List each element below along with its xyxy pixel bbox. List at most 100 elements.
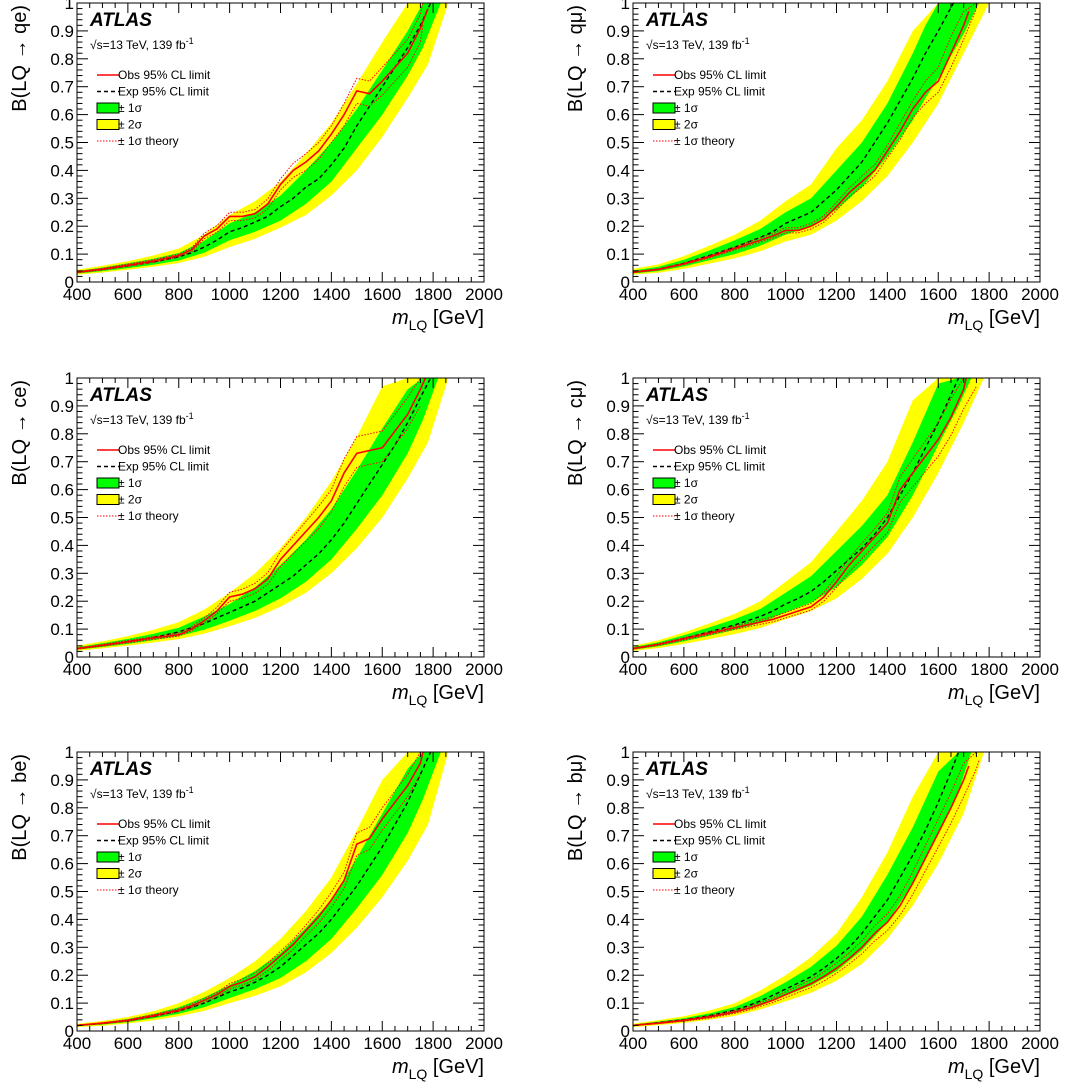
legend-item: Obs 95% CL limit bbox=[97, 68, 211, 82]
y-tick-label: 0.8 bbox=[50, 799, 74, 818]
y-axis-title: B(LQ → ce) bbox=[9, 380, 31, 486]
x-axis-title: mLQ [GeV] bbox=[392, 307, 484, 333]
y-tick-label: 0.6 bbox=[50, 855, 74, 874]
theory-high-line bbox=[77, 752, 421, 1026]
y-tick-label: 0.8 bbox=[606, 425, 630, 444]
x-tick-label: 800 bbox=[721, 1034, 749, 1053]
legend-label: ± 1σ theory bbox=[118, 134, 179, 148]
x-tick-label: 600 bbox=[114, 285, 142, 304]
y-tick-label: 0.8 bbox=[50, 50, 74, 69]
x-tick-label: 600 bbox=[670, 285, 698, 304]
y-tick-label: 0.1 bbox=[50, 994, 74, 1013]
plot-area bbox=[633, 3, 990, 275]
y-tick-label: 0.7 bbox=[606, 827, 630, 846]
x-tick-label: 600 bbox=[670, 1034, 698, 1053]
legend: Obs 95% CL limit Exp 95% CL limit ± 1σ ± 2σ… bbox=[96, 817, 211, 897]
limit-panel-1: 400 600 800 1000 1200 1400 1600 1800 2000 0 0.1 0.2… bbox=[565, 0, 1059, 333]
legend-label: Exp 95% CL limit bbox=[118, 85, 210, 99]
band-1sigma bbox=[77, 752, 441, 1027]
plot-area bbox=[77, 378, 449, 651]
x-tick-label: 1600 bbox=[919, 1034, 957, 1053]
plot-area bbox=[77, 752, 449, 1028]
atlas-label: ATLAS bbox=[645, 385, 708, 406]
y-tick-label: 0.2 bbox=[50, 966, 74, 985]
y-tick-label: 0.4 bbox=[606, 910, 630, 929]
x-tick-label: 400 bbox=[619, 1034, 647, 1053]
y-tick-label: 0 bbox=[621, 1022, 630, 1041]
plot-area bbox=[633, 378, 984, 651]
legend-label: ± 1σ bbox=[118, 101, 143, 115]
legend-label: ± 1σ bbox=[118, 850, 143, 864]
y-tick-label: 1 bbox=[621, 369, 630, 388]
y-tick-label: 1 bbox=[65, 0, 74, 13]
x-tick-label: 1400 bbox=[312, 285, 350, 304]
y-tick-label: 0.7 bbox=[50, 827, 74, 846]
x-tick-label: 1400 bbox=[312, 660, 350, 679]
x-tick-label: 1800 bbox=[414, 1034, 452, 1053]
expected-limit-line bbox=[633, 3, 955, 273]
x-tick-label: 1400 bbox=[868, 285, 906, 304]
legend-swatch-1sigma bbox=[96, 102, 120, 114]
y-tick-label: 0.1 bbox=[50, 620, 74, 639]
y-tick-label: 0.9 bbox=[50, 22, 74, 41]
legend-swatch-2sigma bbox=[652, 868, 676, 879]
y-tick-label: 0.6 bbox=[606, 855, 630, 874]
expected-limit-line bbox=[633, 378, 960, 650]
x-axis-title: mLQ [GeV] bbox=[948, 1056, 1040, 1082]
legend-swatch-2sigma bbox=[96, 494, 120, 505]
x-axis-title: mLQ [GeV] bbox=[948, 682, 1040, 708]
y-tick-label: 0.5 bbox=[50, 509, 74, 528]
plot-area bbox=[633, 752, 984, 1028]
y-tick-label: 0.8 bbox=[606, 50, 630, 69]
limit-panel-2: 400 600 800 1000 1200 1400 1600 1800 2000 0 0.1 0.2… bbox=[9, 369, 503, 708]
legend-item: Obs 95% CL limit bbox=[97, 443, 211, 457]
y-axis-title: B(LQ → qμ) bbox=[565, 5, 587, 112]
legend-swatch-2sigma bbox=[96, 119, 120, 130]
y-tick-label: 0.8 bbox=[606, 799, 630, 818]
energy-lumi-label: √s=13 TeV, 139 fb-1 bbox=[90, 36, 194, 52]
legend-item: ± 1σ theory bbox=[97, 134, 179, 148]
y-tick-label: 0.4 bbox=[606, 161, 630, 180]
legend-item: Obs 95% CL limit bbox=[653, 817, 767, 831]
energy-lumi-label: √s=13 TeV, 139 fb-1 bbox=[646, 785, 750, 801]
legend-label: ± 1σ bbox=[674, 850, 699, 864]
observed-limit-line bbox=[77, 752, 424, 1027]
y-tick-label: 0.6 bbox=[50, 481, 74, 500]
x-tick-label: 600 bbox=[114, 660, 142, 679]
x-tick-label: 1800 bbox=[970, 660, 1008, 679]
energy-lumi-label: √s=13 TeV, 139 fb-1 bbox=[90, 785, 194, 801]
observed-limit-line bbox=[77, 8, 429, 273]
theory-low-line bbox=[77, 25, 424, 274]
x-tick-label: 800 bbox=[721, 285, 749, 304]
axis-ticks bbox=[76, 377, 485, 658]
y-tick-label: 0.1 bbox=[50, 245, 74, 264]
y-tick-label: 0.5 bbox=[606, 134, 630, 153]
x-axis-title: mLQ [GeV] bbox=[948, 307, 1040, 333]
theory-low-line bbox=[633, 8, 977, 274]
legend-label: Obs 95% CL limit bbox=[118, 68, 211, 82]
x-tick-label: 1600 bbox=[363, 660, 401, 679]
x-tick-label: 1800 bbox=[414, 285, 452, 304]
x-tick-label: 2000 bbox=[465, 660, 503, 679]
legend-item: Exp 95% CL limit bbox=[97, 85, 210, 99]
legend-item: Exp 95% CL limit bbox=[653, 834, 766, 848]
legend-label: ± 2σ bbox=[118, 493, 143, 507]
y-tick-label: 0.4 bbox=[50, 161, 74, 180]
x-tick-label: 1400 bbox=[868, 660, 906, 679]
x-tick-label: 1800 bbox=[970, 285, 1008, 304]
x-tick-label: 800 bbox=[165, 285, 193, 304]
legend-label: ± 1σ bbox=[674, 476, 699, 490]
legend-label: ± 1σ theory bbox=[674, 134, 735, 148]
y-tick-label: 0.3 bbox=[50, 938, 74, 957]
x-tick-label: 1000 bbox=[211, 660, 249, 679]
x-tick-label: 2000 bbox=[1021, 285, 1059, 304]
legend-label: ± 1σ theory bbox=[674, 509, 735, 523]
legend-item: Exp 95% CL limit bbox=[653, 85, 766, 99]
x-tick-label: 1800 bbox=[414, 660, 452, 679]
x-tick-label: 800 bbox=[165, 1034, 193, 1053]
x-tick-label: 600 bbox=[670, 660, 698, 679]
theory-low-line bbox=[633, 386, 977, 650]
x-tick-label: 1600 bbox=[363, 285, 401, 304]
y-tick-label: 0.3 bbox=[606, 938, 630, 957]
legend: Obs 95% CL limit Exp 95% CL limit ± 1σ ± 2σ… bbox=[652, 68, 767, 148]
